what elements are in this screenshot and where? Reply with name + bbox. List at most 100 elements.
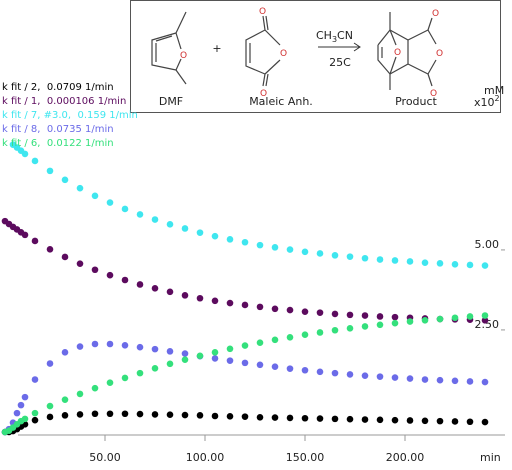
data-point	[331, 326, 339, 334]
data-point	[181, 292, 189, 299]
data-point	[406, 318, 414, 325]
data-point	[13, 409, 21, 417]
data-point	[286, 306, 294, 314]
data-point	[481, 262, 489, 269]
data-point	[331, 415, 339, 423]
data-point	[271, 414, 279, 421]
data-point	[436, 260, 444, 267]
data-point	[391, 416, 399, 424]
y-scale: x102	[474, 94, 500, 109]
data-point	[196, 229, 204, 236]
atom-label: O	[180, 51, 187, 61]
maleic-structure	[245, 15, 281, 87]
data-point	[316, 368, 324, 376]
data-point	[421, 317, 429, 324]
data-point	[136, 281, 144, 288]
data-point	[421, 417, 429, 425]
data-point	[346, 325, 354, 332]
data-point	[301, 414, 309, 422]
x-tick-label: 50.00	[89, 451, 121, 464]
data-point	[391, 319, 399, 327]
data-point	[31, 237, 39, 245]
data-point	[361, 372, 369, 379]
atom-label: O	[280, 49, 287, 59]
data-point	[391, 313, 399, 321]
data-point	[466, 261, 474, 269]
data-point	[181, 356, 189, 363]
data-point	[301, 366, 309, 374]
solvent-rest: CN	[337, 29, 353, 42]
data-point	[136, 211, 144, 218]
data-point	[106, 379, 114, 387]
data-point	[286, 365, 294, 372]
x-tick-label: 200.00	[386, 451, 425, 464]
data-point	[181, 411, 189, 419]
data-point	[76, 343, 84, 350]
data-point	[406, 258, 414, 265]
data-point	[166, 348, 174, 355]
data-point	[256, 361, 264, 369]
data-point	[211, 355, 219, 362]
data-point	[436, 315, 444, 323]
data-point	[421, 259, 429, 267]
data-point	[166, 360, 174, 368]
data-point	[286, 414, 294, 422]
data-point	[316, 250, 324, 257]
solvent-label: CH3CN	[316, 29, 353, 44]
data-point	[31, 157, 39, 165]
plus-sign: +	[212, 42, 221, 55]
legend-entry: k fit / 2, 0.0709 1/min	[2, 82, 114, 93]
data-point	[331, 369, 339, 377]
data-point	[181, 350, 189, 357]
data-point	[31, 376, 39, 383]
data-point	[106, 199, 114, 206]
data-point	[106, 271, 114, 279]
data-point	[256, 303, 264, 311]
data-point	[286, 333, 294, 341]
legend-entry: k fit / 6, 0.0122 1/min	[2, 138, 114, 149]
atom-label: O	[432, 9, 439, 19]
dmf-structure	[151, 11, 187, 85]
data-point	[17, 401, 25, 409]
data-point	[286, 246, 294, 253]
data-point	[451, 261, 459, 268]
data-point	[316, 329, 324, 336]
data-point	[91, 384, 99, 392]
x-tick-label: 150.00	[286, 451, 325, 464]
data-point	[121, 374, 129, 382]
data-point	[76, 184, 84, 192]
data-point	[46, 413, 54, 421]
data-point	[211, 232, 219, 240]
data-point	[256, 339, 264, 347]
data-point	[91, 266, 99, 274]
data-point	[21, 231, 29, 239]
data-point	[136, 410, 144, 418]
data-point	[91, 192, 99, 200]
data-point	[106, 340, 114, 348]
data-point	[46, 402, 54, 410]
data-point	[46, 245, 54, 253]
data-point	[21, 393, 29, 401]
data-point	[241, 342, 249, 349]
data-point	[376, 256, 384, 263]
data-point	[61, 412, 69, 419]
atom-label: O	[260, 89, 267, 99]
data-point	[406, 375, 414, 382]
data-point	[241, 238, 249, 246]
data-point	[391, 374, 399, 381]
data-point	[21, 150, 29, 158]
data-point	[121, 205, 129, 213]
reactant-label: Maleic Anh.	[249, 95, 313, 108]
data-point	[181, 225, 189, 232]
data-point	[61, 396, 69, 403]
data-point	[316, 309, 324, 316]
arrow-head	[353, 42, 361, 52]
data-point	[466, 418, 474, 426]
data-point	[151, 285, 159, 292]
data-point	[466, 378, 474, 385]
data-point	[466, 313, 474, 320]
atom-label: O	[436, 49, 443, 59]
data-point	[226, 357, 234, 364]
solvent-sub: 3	[332, 35, 337, 44]
